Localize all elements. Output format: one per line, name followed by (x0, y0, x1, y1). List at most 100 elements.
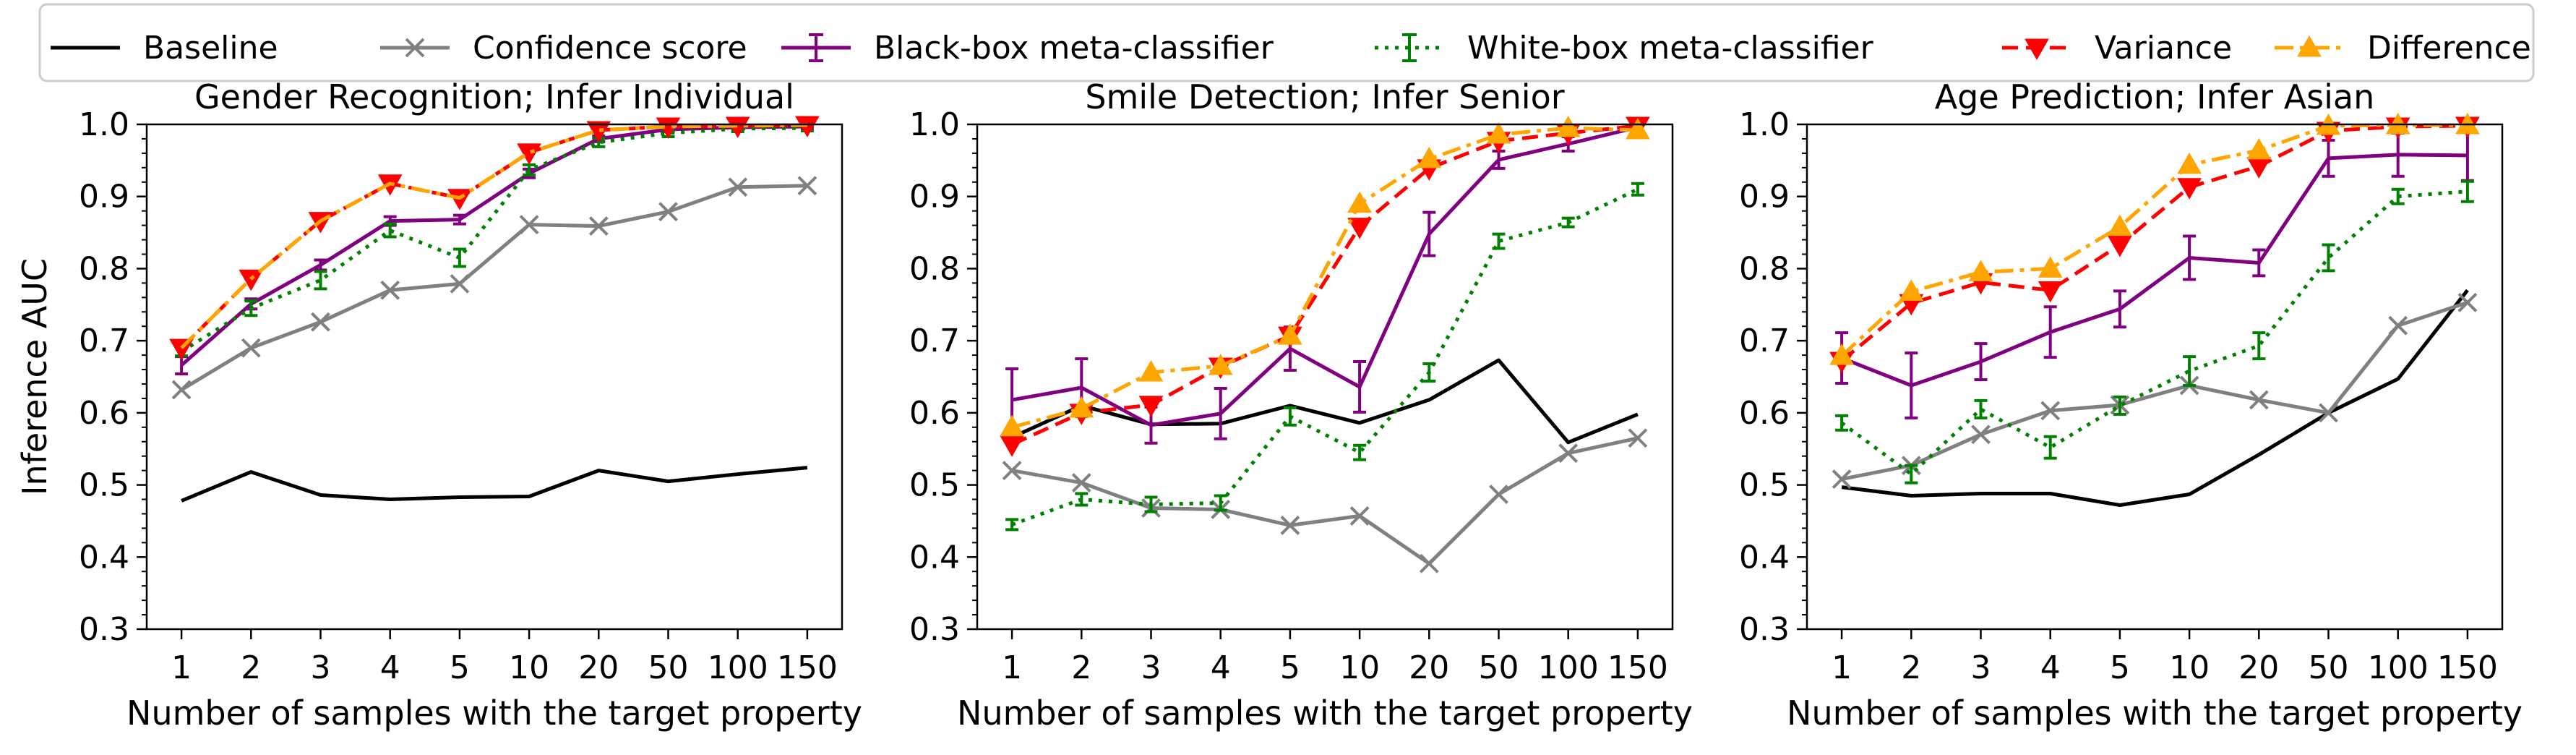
data-point (1138, 360, 1164, 382)
data-point (2319, 403, 2338, 423)
y-axis-title: Inference AUC (15, 258, 54, 495)
data-point (2246, 157, 2272, 179)
data-point (2040, 401, 2061, 421)
data-point (1829, 344, 1854, 365)
x-tick-label: 4 (1211, 649, 1231, 686)
series-baseline (1011, 358, 1639, 445)
x-axis-title: Number of samples with the target proper… (957, 694, 1693, 733)
data-point (519, 215, 539, 235)
error-bar (1974, 398, 1988, 419)
y-tick-label: 1.0 (79, 106, 129, 143)
data-point (1280, 515, 1300, 535)
y-tick-label: 0.9 (909, 179, 960, 216)
data-point (2177, 152, 2202, 174)
series-difference (1829, 112, 2480, 365)
error-bar (2391, 187, 2405, 205)
series-black-box-meta-classifier (1835, 128, 2474, 419)
y-tick-label: 0.4 (79, 539, 129, 576)
data-point (1626, 117, 1650, 140)
data-point (2457, 292, 2478, 312)
data-point (1486, 121, 1511, 144)
error-bar (452, 213, 466, 226)
data-point (1968, 260, 1993, 281)
data-point (1138, 396, 1164, 417)
legend-entry-baseline: Baseline (51, 30, 278, 67)
error-bar (2113, 289, 2126, 329)
error-bar (452, 247, 466, 268)
series-line-white-box-meta-classifier (1011, 187, 1639, 526)
error-bar (1144, 495, 1158, 513)
data-point (1349, 506, 1370, 526)
series-line-black-box-meta-classifier (1841, 153, 2468, 388)
y-tick-label: 0.3 (909, 611, 960, 648)
x-tick-label: 2 (241, 649, 261, 686)
y-tick-label: 0.9 (79, 179, 129, 216)
x-tick-label: 1 (1002, 649, 1022, 686)
series-confidence-score (171, 176, 817, 400)
x-tick-label: 2 (1901, 649, 1921, 686)
y-tick-label: 0.8 (79, 250, 129, 287)
error-bar (1835, 414, 1849, 432)
series-difference (180, 123, 807, 349)
y-tick-label: 0.3 (79, 611, 129, 648)
series-white-box-meta-classifier (1835, 179, 2474, 485)
error-bar (1974, 342, 1988, 381)
y-tick-label: 0.8 (1739, 250, 1790, 287)
y-tick-label: 0.6 (79, 395, 129, 432)
legend-frame (38, 3, 2535, 82)
data-point (1347, 218, 1372, 239)
x-tick-label: 100 (708, 649, 768, 686)
y-tick-label: 0.5 (79, 467, 129, 504)
error-bar (1075, 492, 1089, 507)
legend-entry-white-box-meta-classifier: White-box meta-classifier (1375, 30, 1874, 67)
y-tick-label: 1.0 (909, 106, 960, 143)
series-line-variance (180, 123, 807, 349)
series-line-baseline (1011, 358, 1639, 445)
series-confidence-score (1002, 428, 1648, 573)
panel-title: Gender Recognition; Infer Individual (194, 77, 794, 116)
y-tick-label: 0.4 (1739, 539, 1790, 576)
error-bar (2183, 355, 2197, 387)
y-tick-label: 0.7 (1739, 323, 1790, 359)
x-tick-label: 4 (2040, 649, 2061, 686)
data-point (2038, 256, 2063, 278)
series-line-black-box-meta-classifier (1011, 125, 1639, 427)
data-point (2038, 281, 2063, 303)
error-bar (1353, 360, 1367, 414)
x-tick-label: 100 (1538, 649, 1599, 686)
data-point (658, 202, 678, 222)
x-tick-label: 20 (1409, 649, 1449, 686)
series-white-box-meta-classifier (1005, 182, 1644, 532)
data-point (2249, 390, 2269, 410)
error-bar (2113, 395, 2126, 416)
data-point (2177, 178, 2202, 200)
data-point (1208, 354, 1233, 375)
error-bar (383, 222, 397, 239)
legend-label-variance: Variance (2095, 30, 2232, 67)
x-tick-label: 150 (1607, 649, 1668, 686)
error-bar (2322, 243, 2335, 273)
error-bar (1422, 362, 1436, 383)
series-baseline (181, 466, 808, 503)
series-line-difference (1011, 126, 1638, 430)
x-tick-label: 150 (2437, 649, 2498, 686)
panels: Gender Recognition; Infer Individual 0.3 0… (15, 77, 2523, 733)
x-tick-label: 10 (509, 649, 549, 686)
series-line-baseline (181, 466, 808, 503)
x-tick-label: 3 (1141, 649, 1162, 686)
x-tick-label: 5 (2110, 649, 2130, 686)
legend-marker-difference (2297, 35, 2322, 57)
chart-panel-1: Gender Recognition; Infer Individual 0.3 0… (15, 77, 862, 733)
x-tick-label: 10 (1339, 649, 1380, 686)
y-tick-label: 0.4 (909, 539, 960, 576)
y-tick-label: 0.9 (1739, 179, 1790, 216)
error-bar (2043, 435, 2057, 460)
x-tick-label: 20 (578, 649, 619, 686)
y-tick-label: 0.7 (79, 323, 129, 359)
error-bar (1214, 494, 1227, 512)
y-tick-label: 0.6 (909, 395, 960, 432)
legend-label-black-box-meta-classifier: Black-box meta-classifier (874, 30, 1274, 67)
series-line-baseline (1841, 289, 2469, 507)
error-bar (1631, 182, 1644, 197)
